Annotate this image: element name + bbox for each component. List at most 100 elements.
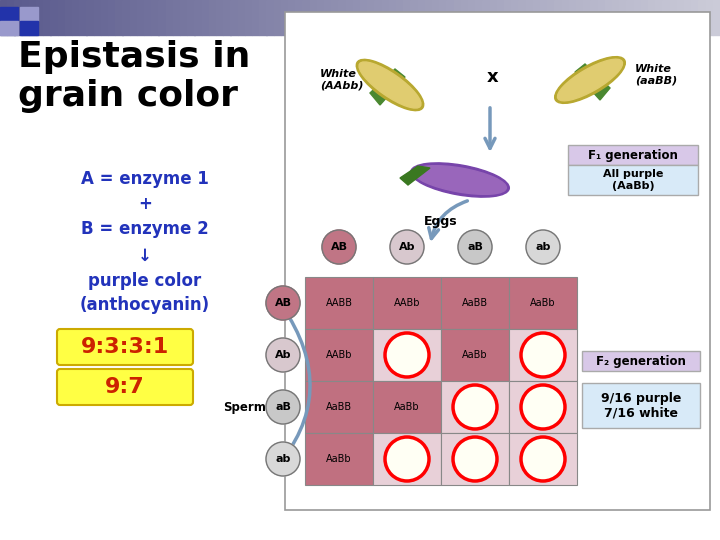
Bar (382, 0, 389, 35)
Bar (533, 0, 540, 35)
Bar (389, 0, 396, 35)
Bar (230, 0, 238, 35)
Circle shape (266, 390, 300, 424)
Bar (36, 0, 43, 35)
Text: AaBb: AaBb (462, 350, 488, 360)
Bar (441, 433, 509, 485)
Bar (20, 21, 38, 35)
Bar (441, 277, 509, 329)
Bar (504, 0, 511, 35)
Bar (266, 0, 274, 35)
Bar (490, 0, 497, 35)
Bar (108, 0, 115, 35)
Bar (305, 433, 373, 485)
Bar (115, 0, 122, 35)
Circle shape (521, 437, 565, 481)
Text: aB: aB (467, 242, 483, 252)
Bar (86, 0, 94, 35)
Text: aaBb: aaBb (531, 402, 556, 412)
Bar (281, 0, 288, 35)
Circle shape (521, 333, 565, 377)
Bar (706, 0, 713, 35)
Bar (0, 0, 7, 35)
Text: F₂ generation: F₂ generation (596, 354, 686, 368)
Bar (209, 0, 216, 35)
Bar (598, 0, 605, 35)
Bar (0, 21, 18, 35)
Text: White
(aaBB): White (aaBB) (635, 64, 678, 86)
Bar (509, 329, 577, 381)
Ellipse shape (554, 57, 626, 103)
Bar (180, 0, 187, 35)
Bar (245, 0, 252, 35)
Bar (338, 0, 346, 35)
Bar (29, 0, 36, 35)
Circle shape (458, 230, 492, 264)
Bar (576, 0, 583, 35)
Bar (684, 0, 691, 35)
FancyBboxPatch shape (568, 145, 698, 165)
Text: ↓: ↓ (138, 247, 152, 265)
Bar (518, 0, 526, 35)
Bar (373, 433, 441, 485)
Bar (173, 0, 180, 35)
Bar (43, 0, 50, 35)
Text: AAbb: AAbb (394, 350, 420, 360)
Ellipse shape (410, 163, 509, 197)
Bar (65, 0, 72, 35)
Bar (497, 0, 504, 35)
Polygon shape (370, 69, 405, 105)
Text: aaBb: aaBb (462, 454, 487, 464)
Circle shape (390, 230, 424, 264)
Bar (441, 381, 509, 433)
Bar (101, 0, 108, 35)
Text: All purple
(AaBb): All purple (AaBb) (603, 169, 663, 191)
Circle shape (526, 230, 560, 264)
Bar (274, 0, 281, 35)
Bar (562, 0, 569, 35)
Bar (441, 329, 509, 381)
Bar (439, 0, 446, 35)
Text: Eggs: Eggs (424, 215, 458, 228)
Text: AB: AB (330, 242, 348, 252)
Bar (446, 0, 454, 35)
Text: ab: ab (535, 242, 551, 252)
Bar (288, 0, 295, 35)
Bar (295, 0, 302, 35)
Text: F₁ generation: F₁ generation (588, 148, 678, 161)
Circle shape (385, 333, 429, 377)
Bar (655, 0, 662, 35)
Bar (223, 0, 230, 35)
FancyBboxPatch shape (582, 383, 700, 428)
Text: AaBb: AaBb (326, 454, 352, 464)
Bar (216, 0, 223, 35)
FancyBboxPatch shape (568, 165, 698, 195)
Bar (374, 0, 382, 35)
Bar (403, 0, 410, 35)
Bar (461, 0, 468, 35)
Bar (22, 0, 29, 35)
FancyBboxPatch shape (285, 12, 710, 510)
Text: aabb: aabb (531, 454, 555, 464)
Bar (612, 0, 619, 35)
Text: x: x (487, 68, 499, 86)
Bar (346, 0, 353, 35)
Circle shape (521, 385, 565, 429)
Bar (475, 0, 482, 35)
Bar (634, 0, 641, 35)
Ellipse shape (359, 62, 421, 108)
Text: B = enzyme 2: B = enzyme 2 (81, 220, 209, 238)
Text: (anthocyanin): (anthocyanin) (80, 296, 210, 314)
Bar (238, 0, 245, 35)
Bar (554, 0, 562, 35)
Text: AABb: AABb (394, 298, 420, 308)
Bar (454, 0, 461, 35)
FancyBboxPatch shape (57, 329, 193, 365)
Bar (641, 0, 648, 35)
Circle shape (322, 230, 356, 264)
Bar (305, 381, 373, 433)
Bar (605, 0, 612, 35)
Bar (418, 0, 425, 35)
Text: 9/16 purple
7/16 white: 9/16 purple 7/16 white (600, 392, 681, 420)
Bar (526, 0, 533, 35)
